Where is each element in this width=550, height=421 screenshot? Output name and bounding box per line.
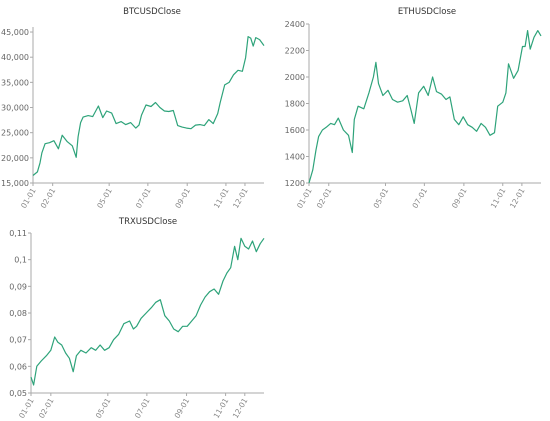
trx-y-tick-label: 0,08: [9, 309, 27, 318]
eth-chart-panel: ETHUSDClose 1200 1400 1600 1800 2000 2200 2400…: [285, 7, 542, 210]
btc-x-tick-label: 11-01: [212, 186, 231, 210]
btc-y-tick-label: 35,000: [1, 78, 29, 87]
eth-price-line: [308, 30, 542, 184]
trx-y-tick-label: 0,07: [9, 336, 27, 345]
btc-y-tick-label: 45,000: [1, 28, 29, 37]
btc-x-tick-label: 12-01: [231, 186, 250, 210]
btc-y-tick-label: 20,000: [1, 154, 29, 163]
eth-x-tick-label: 02-01: [315, 186, 334, 210]
eth-y-tick-label: 2400: [285, 20, 305, 29]
btc-x-tick-label: 01-01: [19, 186, 38, 210]
trx-y-tick-label: 0,05: [9, 389, 27, 398]
btc-y-tick-label: 15,000: [1, 179, 29, 188]
btc-x-tick-label: 07-01: [134, 186, 153, 210]
btc-y-tick-label: 40,000: [1, 53, 29, 62]
eth-y-tick-label: 1800: [285, 100, 305, 109]
trx-chart-panel: TRXUSDClose 0,050,060,070,080,090,10,11 …: [9, 217, 265, 420]
eth-x-tick-label: 01-01: [295, 186, 314, 210]
trx-x-tick-label: 07-01: [133, 396, 152, 420]
eth-x-tick-label: 07-01: [410, 186, 429, 210]
trx-x-tick-label: 05-01: [94, 396, 113, 420]
trx-price-line: [30, 237, 265, 386]
trx-y-tick-label: 0,11: [9, 229, 27, 238]
btc-x-tick-label: 09-01: [173, 186, 192, 210]
eth-y-tick-label: 1600: [285, 126, 305, 135]
eth-y-tick-label: 2200: [285, 47, 305, 56]
trx-x-tick-label: 09-01: [173, 396, 192, 420]
btc-price-line: [32, 36, 265, 176]
trx-y-tick-label: 0,1: [14, 256, 27, 265]
trx-y-tick-label: 0,06: [9, 362, 27, 371]
eth-y-tick-label: 2000: [285, 73, 305, 82]
trx-x-tick-label: 12-01: [231, 396, 250, 420]
eth-x-tick-label: 09-01: [450, 186, 469, 210]
btc-x-ticks: 01-01 02-01 05-01 07-01 09-01 11-01 12-01: [19, 183, 250, 210]
trx-x-tick-label: 02-01: [37, 396, 56, 420]
eth-x-tick-label: 05-01: [372, 186, 391, 210]
trx-x-tick-label: 01-01: [17, 396, 36, 420]
eth-x-tick-label: 11-01: [489, 186, 508, 210]
eth-x-tick-label: 12-01: [508, 186, 527, 210]
btc-y-ticks: 15,000 20,000 25,000 30,000 35,000 40,000 45,0…: [1, 28, 33, 188]
trx-y-tick-label: 0,09: [9, 282, 27, 291]
trx-x-ticks: 01-01 02-01 05-01 07-01 09-01 11-01 12-01: [17, 393, 250, 420]
btc-x-tick-label: 02-01: [39, 186, 58, 210]
eth-x-ticks: 01-01 02-01 05-01 07-01 09-01 11-01 12-01: [295, 183, 527, 210]
btc-x-tick-label: 05-01: [95, 186, 114, 210]
eth-y-tick-label: 1400: [285, 153, 305, 162]
eth-chart-title: ETHUSDClose: [398, 7, 456, 17]
eth-y-tick-label: 1200: [285, 179, 305, 188]
trx-chart-title: TRXUSDClose: [118, 217, 177, 227]
btc-y-tick-label: 25,000: [1, 129, 29, 138]
btc-y-tick-label: 30,000: [1, 104, 29, 113]
trx-x-tick-label: 11-01: [212, 396, 231, 420]
eth-y-ticks: 1200 1400 1600 1800 2000 2200 2400: [285, 20, 309, 188]
btc-chart-panel: BTCUSDClose 15,000 20,000 25,000 30,000 35,0…: [1, 7, 265, 210]
trx-y-ticks: 0,05 0,06 0,07 0,08 0,09 0,1 0,11: [9, 229, 31, 398]
btc-chart-title: BTCUSDClose: [123, 7, 181, 17]
